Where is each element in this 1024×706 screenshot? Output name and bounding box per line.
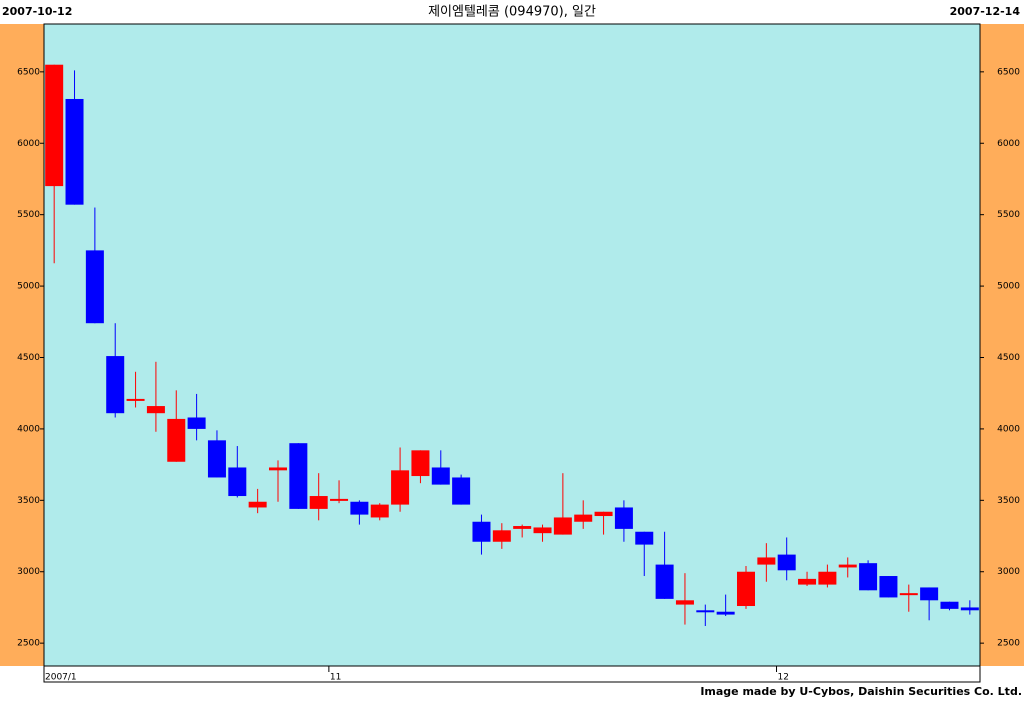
candle-body — [452, 477, 471, 505]
candle-body — [533, 527, 552, 534]
y-tick-label: 4000 — [17, 424, 40, 434]
y-tick-label-right: 6500 — [997, 67, 1020, 77]
candle-body — [228, 467, 247, 497]
y-tick-label: 4500 — [17, 353, 40, 363]
candle-body — [85, 250, 104, 324]
candle-body — [411, 450, 430, 477]
x-tick-label: 2007/1 — [45, 673, 77, 683]
candle-body — [65, 98, 84, 205]
credit: Image made by U-Cybos, Daishin Securitie… — [700, 685, 1022, 698]
y-tick-label-right: 4500 — [997, 353, 1020, 363]
candle-body — [187, 417, 206, 429]
start-date: 2007-10-12 — [2, 5, 72, 18]
candle-body — [431, 467, 450, 485]
y-tick-label-right: 3500 — [997, 496, 1020, 506]
end-date: 2007-12-14 — [950, 5, 1021, 18]
candle-body — [167, 418, 186, 462]
y-tick-label: 6000 — [17, 139, 40, 149]
y-tick-label-right: 2500 — [997, 639, 1020, 649]
candle-body — [859, 563, 878, 591]
x-tick-label: 11 — [330, 673, 341, 683]
candle-body — [574, 514, 593, 522]
candle-body — [248, 501, 267, 508]
candle-body — [737, 571, 755, 607]
candle-body — [696, 610, 715, 613]
x-axis-strip — [43, 665, 981, 683]
candle-body — [899, 593, 918, 596]
candle-body — [513, 526, 532, 529]
y-tick-label-right: 3000 — [997, 567, 1020, 577]
candle-body — [960, 607, 979, 611]
candle-body — [879, 576, 898, 598]
candle-body — [594, 511, 613, 517]
candle-body — [146, 406, 165, 414]
y-tick-label-right: 5000 — [997, 282, 1020, 292]
chart-title: 제이엠텔레콤 (094970), 일간 — [428, 5, 596, 20]
candle-body — [614, 507, 633, 529]
candle-body — [289, 443, 308, 509]
candle-body — [635, 531, 654, 545]
y-tick-label-right: 4000 — [997, 424, 1020, 434]
candle-body — [309, 496, 328, 509]
candle-body — [553, 517, 572, 535]
y-tick-label: 6500 — [17, 67, 40, 77]
y-tick-label: 3500 — [17, 496, 40, 506]
y-tick-label-right: 5500 — [997, 210, 1020, 220]
candle-body — [472, 521, 491, 542]
candle-body — [45, 64, 64, 187]
candle-body — [675, 600, 694, 605]
candle-body — [716, 611, 735, 615]
candle-body — [920, 587, 939, 601]
left-axis-panel — [0, 24, 44, 666]
candle-body — [492, 530, 511, 542]
candle-body — [106, 356, 125, 414]
candle-body — [330, 498, 349, 501]
candle-body — [940, 601, 959, 609]
candle-body — [350, 501, 369, 515]
candle-body — [391, 470, 410, 505]
candle-body — [655, 564, 674, 599]
candle-body — [838, 564, 857, 568]
right-axis-panel — [980, 24, 1024, 666]
x-tick-label: 12 — [778, 673, 789, 683]
candle-body — [269, 467, 287, 471]
candle-body — [798, 578, 817, 585]
candle-body — [126, 398, 145, 401]
candle-body — [818, 571, 837, 585]
y-tick-label: 2500 — [17, 639, 40, 649]
candle-body — [757, 557, 776, 565]
y-tick-label: 5500 — [17, 210, 40, 220]
plot-area — [43, 23, 981, 667]
y-tick-label: 5000 — [17, 282, 40, 292]
y-tick-label: 3000 — [17, 567, 40, 577]
y-tick-label-right: 6000 — [997, 139, 1020, 149]
candle-body — [777, 554, 796, 571]
candle-body — [207, 440, 226, 478]
candle-body — [370, 504, 389, 518]
